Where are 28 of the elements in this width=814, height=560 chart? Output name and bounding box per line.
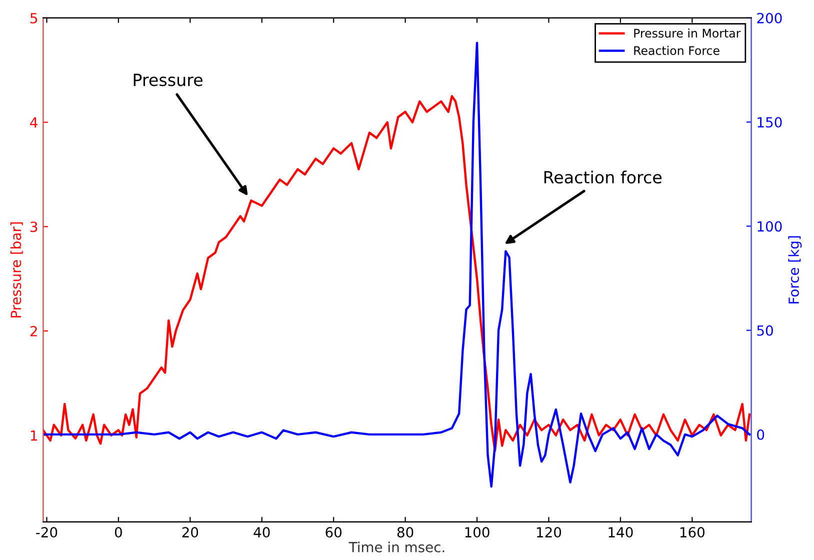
x-tick-label: 60 xyxy=(326,527,342,538)
y2-tick-label: 50 xyxy=(757,325,773,336)
y-axis-title: Pressure [bar] xyxy=(10,222,23,318)
x-tick-label: 80 xyxy=(397,527,414,538)
line-series xyxy=(43,95,751,452)
y2-tick-label: 100 xyxy=(758,221,782,232)
y-tick-label: 4 xyxy=(30,117,38,128)
annotation: Reaction force xyxy=(544,170,662,184)
x-tick-label: -20 xyxy=(36,527,58,538)
annotation: Pressure xyxy=(134,74,202,86)
x-axis-title: Time in msec. xyxy=(348,542,444,552)
x-tick-label: 160 xyxy=(680,527,704,538)
y2-tick-label: 150 xyxy=(758,117,782,128)
x-tick-label: 100 xyxy=(465,527,490,538)
x-tick-label: 120 xyxy=(537,527,562,538)
y-tick-label: 2 xyxy=(30,326,37,336)
y-tick-label: 5 xyxy=(30,13,38,24)
x-tick-label: 0 xyxy=(114,527,122,538)
y2-axis-title: Force [kg] xyxy=(788,236,802,304)
y2-tick-label: 200 xyxy=(757,12,782,24)
legend-label: Reaction Force xyxy=(634,46,720,56)
y-tick-label: 1 xyxy=(30,430,37,441)
x-tick-label: 40 xyxy=(254,527,270,538)
x-tick-label: 140 xyxy=(608,527,633,538)
y2-tick-label: 0 xyxy=(757,429,764,440)
x-tick-label: 20 xyxy=(182,527,198,538)
legend-label: Pressure in Mortar xyxy=(634,28,741,38)
y-tick-label: 3 xyxy=(30,222,38,232)
